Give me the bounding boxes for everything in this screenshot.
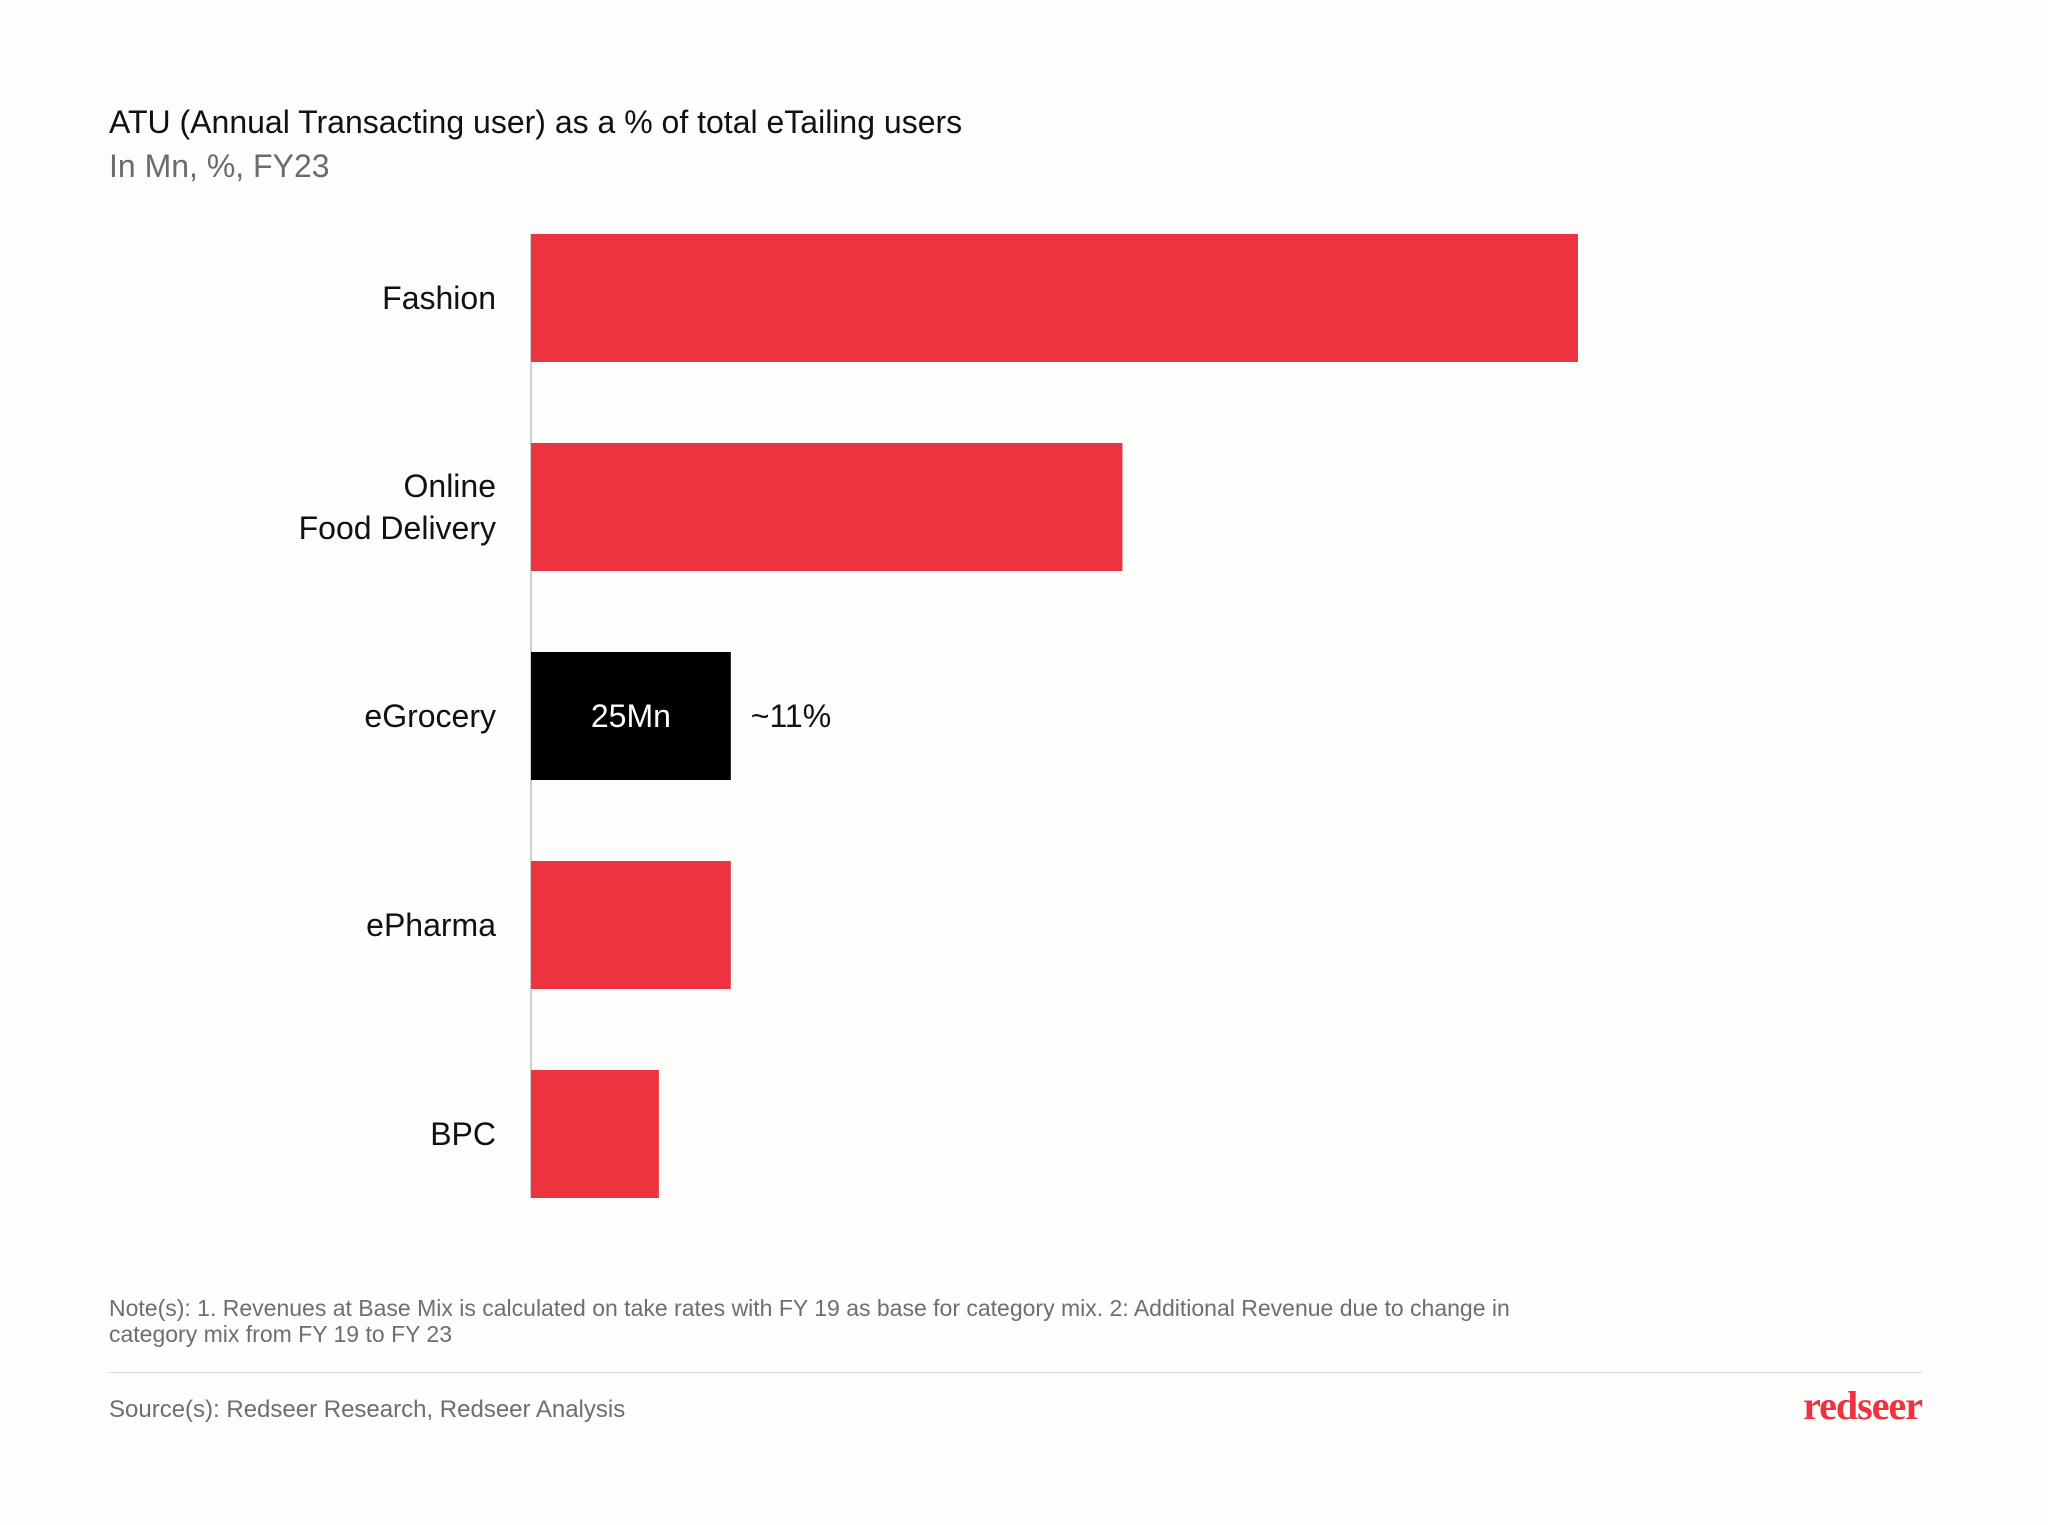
category-label: Fashion xyxy=(382,280,496,316)
category-label: ePharma xyxy=(366,907,496,943)
bar-0 xyxy=(531,234,1578,362)
category-label: BPC xyxy=(430,1116,496,1152)
bar-value-label: 25Mn xyxy=(591,698,671,734)
bar-3 xyxy=(531,861,731,989)
bar-4 xyxy=(531,1070,659,1198)
category-label: Online xyxy=(404,468,497,504)
redseer-logo: redseer xyxy=(1803,1383,1923,1428)
footnote: Note(s): 1. Revenues at Base Mix is calc… xyxy=(109,1295,1510,1347)
bar-chart: Fashion Online Food Delivery eGrocery 25Mn ~1… xyxy=(299,234,1578,1198)
category-label: Food Delivery xyxy=(299,510,496,546)
category-label: eGrocery xyxy=(364,698,496,734)
chart-title: ATU (Annual Transacting user) as a % of … xyxy=(109,104,963,140)
bar-2 xyxy=(531,652,731,780)
source-text: Source(s): Redseer Research, Redseer Ana… xyxy=(109,1396,626,1423)
footer-divider xyxy=(109,1372,1922,1373)
share-annotation: ~11% xyxy=(751,698,831,734)
bar-1 xyxy=(531,443,1123,571)
chart-subtitle: In Mn, %, FY23 xyxy=(109,148,330,184)
